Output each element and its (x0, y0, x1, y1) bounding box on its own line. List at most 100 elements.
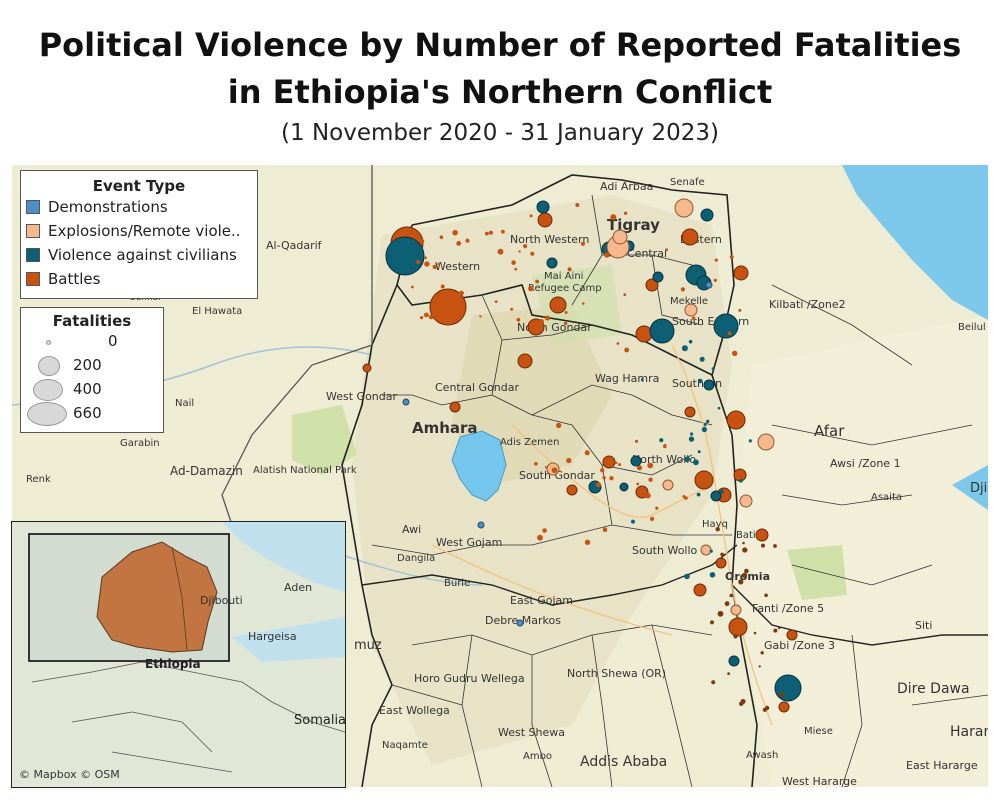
legend-item-violence-civilians[interactable]: Violence against civilians (21, 243, 257, 267)
event-demonstration[interactable] (705, 281, 713, 289)
label-awash: Awash (746, 750, 778, 761)
event-battle[interactable] (362, 363, 372, 373)
event-battle[interactable] (429, 288, 467, 326)
event-battle[interactable] (602, 455, 616, 469)
overview-inset-map[interactable]: Djibouti Aden Hargeisa Ethiopia Somalia (11, 521, 346, 788)
event-battle[interactable] (726, 410, 746, 430)
event-battle[interactable] (645, 278, 659, 292)
event-violence-civilians[interactable] (700, 208, 714, 222)
label-senafe: Senafe (670, 177, 705, 188)
event-small-dot (485, 231, 489, 236)
event-explosion[interactable] (757, 433, 775, 451)
event-small-dot (773, 628, 778, 633)
legend-label-violence-civilians: Violence against civilians (48, 246, 237, 264)
label-harar: Harar (950, 724, 988, 740)
event-battle[interactable] (728, 617, 748, 637)
event-small-dot (563, 321, 568, 326)
event-violence-civilians[interactable] (774, 674, 802, 702)
event-small-dot (623, 211, 628, 215)
event-battle[interactable] (684, 406, 696, 418)
event-violence-civilians[interactable] (713, 313, 739, 339)
event-small-dot (584, 539, 591, 545)
inset-label-somalia: Somalia (294, 713, 345, 728)
event-battle[interactable] (715, 557, 727, 569)
event-small-dot (761, 543, 765, 548)
event-battle[interactable] (681, 228, 699, 246)
event-violence-civilians[interactable] (652, 271, 664, 283)
event-small-dot (584, 450, 590, 456)
event-small-dot (537, 534, 543, 541)
fatalities-legend-row-200: 200 (21, 354, 163, 378)
label-fanti: Fanti /Zone 5 (752, 602, 824, 615)
event-demonstration[interactable] (402, 398, 410, 406)
event-violence-civilians[interactable] (546, 257, 558, 269)
label-refugee-camp: Refugee Camp (528, 283, 602, 294)
event-small-dot (682, 495, 686, 498)
event-battle[interactable] (694, 470, 714, 490)
event-small-dot (692, 316, 696, 320)
event-battle[interactable] (549, 296, 567, 314)
event-small-dot (764, 593, 768, 598)
event-small-dot (663, 444, 667, 449)
legend-item-demonstrations[interactable]: Demonstrations (21, 195, 257, 219)
event-explosion[interactable] (684, 303, 698, 317)
event-small-dot (659, 438, 664, 443)
event-small-dot (713, 278, 717, 282)
label-adis-zemen: Adis Zemen (500, 437, 559, 448)
event-small-dot (623, 293, 627, 297)
event-explosion[interactable] (730, 604, 742, 616)
label-west-gojam: West Gojam (436, 536, 502, 549)
event-explosion[interactable] (612, 229, 628, 245)
event-explosion[interactable] (662, 479, 674, 491)
event-demonstration[interactable] (516, 619, 524, 627)
label-beilul: Beilul (958, 322, 986, 333)
event-battle[interactable] (449, 401, 461, 413)
event-explosion[interactable] (674, 198, 694, 218)
event-small-dot (697, 450, 701, 454)
inset-region-line (171, 546, 188, 651)
event-violence-civilians[interactable] (649, 318, 675, 344)
small-event-dots (411, 203, 785, 712)
event-battle[interactable] (537, 212, 553, 228)
event-battle[interactable] (635, 325, 653, 343)
event-battle[interactable] (566, 484, 578, 496)
event-small-dot (659, 336, 663, 341)
legend-label-battles: Battles (48, 270, 101, 288)
event-small-dot (688, 436, 695, 442)
event-small-dot (748, 439, 752, 443)
event-battle[interactable] (778, 701, 790, 713)
label-renk: Renk (26, 474, 51, 485)
event-explosion[interactable] (700, 544, 712, 556)
event-violence-civilians[interactable] (385, 236, 425, 276)
event-explosion[interactable] (739, 494, 753, 508)
label-hayq: Hayq (702, 519, 728, 530)
event-small-dot (719, 489, 724, 494)
event-violence-civilians[interactable] (536, 200, 550, 214)
label-west-shewa: West Shewa (498, 726, 565, 739)
event-small-dot (465, 238, 470, 243)
legend-item-battles[interactable]: Battles (21, 267, 257, 291)
event-small-dot (459, 290, 464, 296)
event-small-dot (456, 241, 462, 246)
inset-label-hargeisa: Hargeisa (248, 630, 297, 643)
event-battle[interactable] (517, 353, 533, 369)
event-small-dot (753, 631, 757, 635)
lowland-shading (732, 315, 988, 787)
event-battle[interactable] (733, 265, 749, 281)
event-demonstration[interactable] (477, 521, 485, 529)
event-violence-civilians[interactable] (710, 490, 722, 502)
label-north-western: North Western (510, 233, 589, 246)
event-violence-civilians[interactable] (728, 655, 740, 667)
event-violence-civilians[interactable] (619, 482, 629, 492)
label-el-hawata: El Hawata (192, 306, 242, 317)
label-west-hararge: West Hararge (782, 775, 857, 787)
label-asaita: Asaita (871, 492, 902, 503)
event-small-dot (690, 432, 694, 436)
event-violence-civilians[interactable] (703, 379, 715, 391)
event-battle[interactable] (755, 528, 769, 542)
legend-item-explosions[interactable]: Explosions/Remote viole.. (21, 219, 257, 243)
event-battle[interactable] (786, 629, 798, 641)
event-small-dot (758, 665, 761, 668)
event-small-dot (566, 457, 572, 464)
event-battle[interactable] (693, 583, 707, 597)
